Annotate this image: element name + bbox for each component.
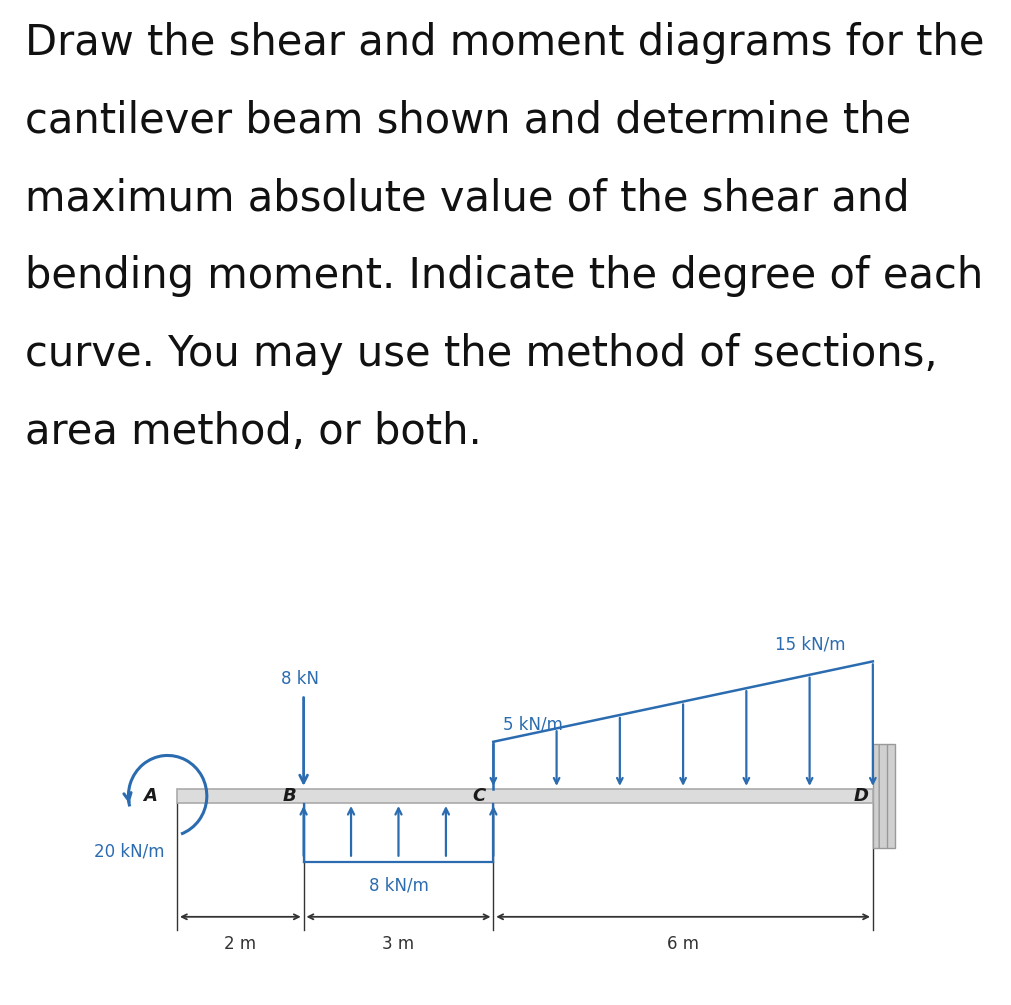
Text: C: C bbox=[472, 787, 485, 805]
Text: curve. You may use the method of sections,: curve. You may use the method of section… bbox=[25, 333, 937, 375]
Text: bending moment. Indicate the degree of each: bending moment. Indicate the degree of e… bbox=[25, 255, 983, 297]
Text: 20 kN/m: 20 kN/m bbox=[93, 843, 164, 861]
Text: 15 kN/m: 15 kN/m bbox=[774, 635, 844, 653]
Bar bbox=[177, 789, 871, 803]
Text: 5 kN/m: 5 kN/m bbox=[502, 716, 562, 734]
Text: cantilever beam shown and determine the: cantilever beam shown and determine the bbox=[25, 99, 911, 142]
Text: 2 m: 2 m bbox=[224, 935, 256, 953]
Text: D: D bbox=[853, 787, 868, 805]
Text: A: A bbox=[144, 787, 158, 805]
Text: B: B bbox=[282, 787, 296, 805]
Text: Draw the shear and moment diagrams for the: Draw the shear and moment diagrams for t… bbox=[25, 22, 984, 63]
Text: 8 kN: 8 kN bbox=[281, 670, 319, 688]
Text: area method, or both.: area method, or both. bbox=[25, 411, 481, 453]
Text: 8 kN/m: 8 kN/m bbox=[368, 876, 428, 894]
Text: maximum absolute value of the shear and: maximum absolute value of the shear and bbox=[25, 178, 909, 219]
Bar bbox=[871, 744, 894, 848]
Text: 6 m: 6 m bbox=[666, 935, 699, 953]
Text: 3 m: 3 m bbox=[382, 935, 415, 953]
